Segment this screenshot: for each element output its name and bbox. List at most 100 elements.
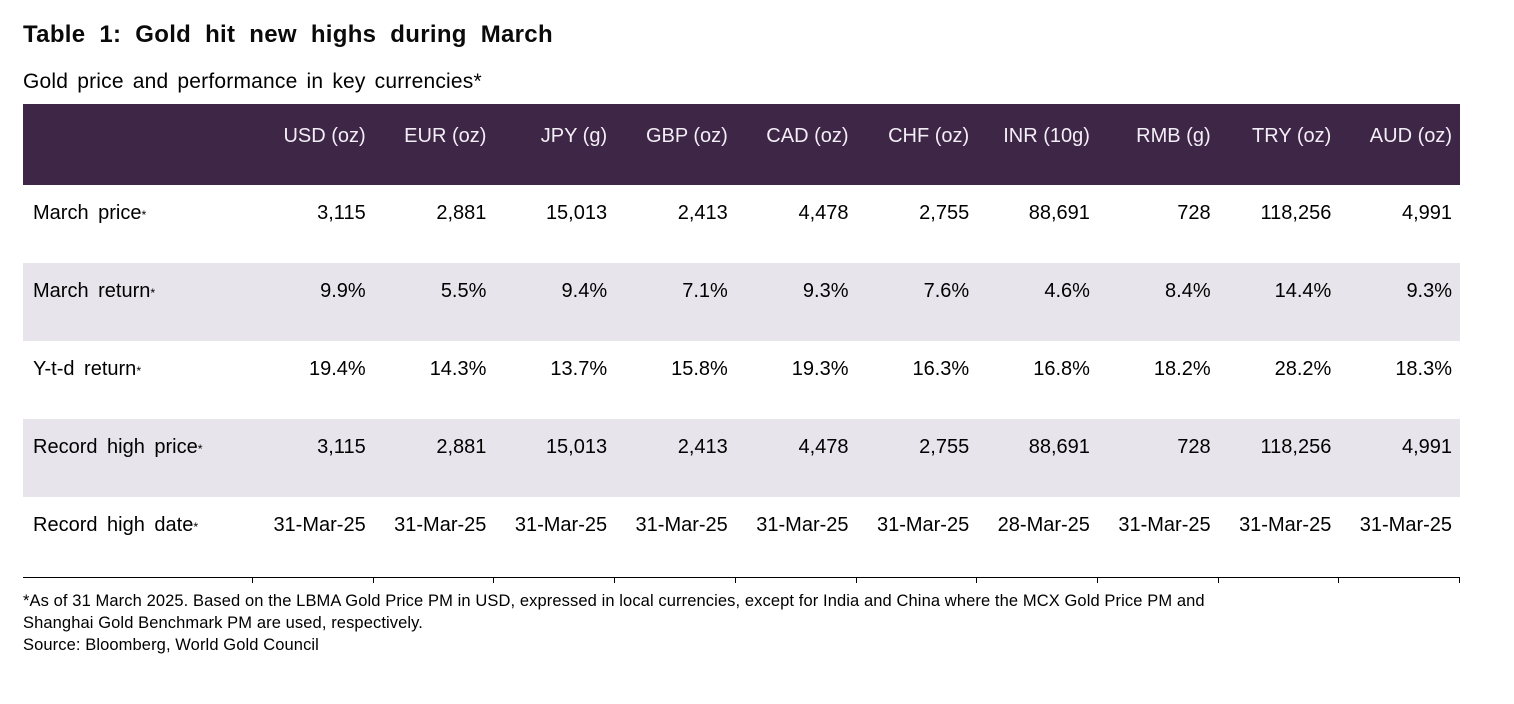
cell-value: 3,115 bbox=[317, 436, 366, 458]
tick-mark bbox=[976, 578, 978, 583]
cell-value: 19.4% bbox=[308, 358, 366, 380]
cell-value: 9.3% bbox=[1406, 280, 1453, 302]
row-label-text: March price bbox=[33, 202, 142, 224]
cell-value: 9.3% bbox=[802, 280, 849, 302]
cell-value: 2,413 bbox=[677, 202, 728, 224]
cell-value: 4.6% bbox=[1044, 280, 1090, 302]
cell-value: 31-Mar-25 bbox=[273, 514, 366, 536]
footnote-line: Shanghai Gold Benchmark PM are used, res… bbox=[23, 614, 423, 632]
cell-value: 118,256 bbox=[1260, 436, 1332, 458]
cell-value: 15,013 bbox=[545, 436, 608, 458]
tick-mark bbox=[1459, 578, 1460, 583]
footnote-marker: * bbox=[141, 208, 147, 222]
column-header: GBP (oz) bbox=[645, 125, 728, 147]
tick-mark bbox=[1096, 578, 1098, 583]
cell-value: 8.4% bbox=[1165, 280, 1211, 302]
cell-value: 3,115 bbox=[317, 202, 366, 224]
tick-mark bbox=[614, 578, 616, 583]
row-label-text: Record high date bbox=[33, 514, 194, 536]
tick-mark bbox=[252, 578, 253, 583]
column-header: USD (oz) bbox=[283, 125, 366, 147]
cell-value: 16.3% bbox=[912, 358, 970, 380]
cell-value: 14.4% bbox=[1274, 280, 1332, 302]
row-label: March price* bbox=[23, 185, 253, 263]
data-table: USD (oz) EUR (oz) JPY (g) GBP (oz) CAD (oz) C… bbox=[23, 104, 1460, 586]
column-header: TRY (oz) bbox=[1252, 125, 1332, 147]
table-row: Record high date* 31-Mar-25 31-Mar-25 31-Ma… bbox=[23, 497, 1460, 575]
cell-value: 31-Mar-25 bbox=[394, 514, 487, 536]
tick-mark bbox=[1217, 578, 1219, 583]
row-label: March return* bbox=[23, 263, 253, 341]
cell-value: 15,013 bbox=[545, 202, 608, 224]
column-header: CHF (oz) bbox=[888, 125, 970, 147]
cell-value: 2,755 bbox=[919, 202, 970, 224]
cell-value: 118,256 bbox=[1260, 202, 1332, 224]
table-row: Y-t-d return* 19.4% 14.3% 13.7% 15.8% 19.3% 16… bbox=[23, 341, 1460, 419]
column-header: RMB (g) bbox=[1136, 125, 1211, 147]
cell-value: 31-Mar-25 bbox=[514, 514, 608, 536]
axis-rule bbox=[23, 577, 1460, 586]
cell-value: 15.8% bbox=[671, 358, 728, 380]
tick-mark bbox=[734, 578, 736, 583]
column-header: AUD (oz) bbox=[1369, 125, 1453, 147]
table-row: Record high price* 3,115 2,881 15,013 2,413 4… bbox=[23, 419, 1460, 497]
column-header: CAD (oz) bbox=[766, 125, 849, 147]
cell-value: 28.2% bbox=[1274, 358, 1332, 380]
table-row: March price* 3,115 2,881 15,013 2,413 4,478 2,… bbox=[23, 185, 1460, 263]
tick-mark bbox=[1338, 578, 1340, 583]
cell-value: 5.5% bbox=[440, 280, 487, 302]
cell-value: 2,881 bbox=[436, 202, 487, 224]
cell-value: 9.4% bbox=[561, 280, 608, 302]
row-label: Record high date* bbox=[23, 497, 253, 575]
table-body: March price* 3,115 2,881 15,013 2,413 4,478 2,… bbox=[23, 185, 1460, 575]
page-title: Table 1: Gold hit new highs during March bbox=[23, 21, 553, 48]
row-label: Y-t-d return* bbox=[23, 341, 253, 419]
cell-value: 9.9% bbox=[320, 280, 366, 302]
tick-mark bbox=[372, 578, 374, 583]
cell-value: 4,478 bbox=[798, 436, 849, 458]
footnote-marker: * bbox=[136, 364, 142, 378]
cell-value: 2,413 bbox=[677, 436, 728, 458]
cell-value: 18.2% bbox=[1153, 358, 1211, 380]
cell-value: 13.7% bbox=[550, 358, 608, 380]
footnote-marker: * bbox=[193, 520, 199, 534]
row-label-text: March return bbox=[33, 280, 151, 302]
row-label-text: Record high price bbox=[33, 436, 198, 458]
cell-value: 4,991 bbox=[1401, 436, 1453, 458]
cell-value: 88,691 bbox=[1028, 202, 1090, 224]
source-line: Source: Bloomberg, World Gold Council bbox=[23, 636, 319, 654]
cell-value: 7.1% bbox=[682, 280, 728, 302]
cell-value: 728 bbox=[1177, 436, 1211, 458]
cell-value: 14.3% bbox=[429, 358, 487, 380]
cell-value: 18.3% bbox=[1395, 358, 1453, 380]
table-header-row: USD (oz) EUR (oz) JPY (g) GBP (oz) CAD (oz) C… bbox=[23, 104, 1460, 185]
tick-mark bbox=[855, 578, 857, 583]
table-subtitle: Gold price and performance in key curren… bbox=[23, 70, 482, 93]
row-label-text: Y-t-d return bbox=[33, 358, 137, 380]
cell-value: 7.6% bbox=[923, 280, 970, 302]
cell-value: 16.8% bbox=[1033, 358, 1090, 380]
cell-value: 31-Mar-25 bbox=[1118, 514, 1211, 536]
table-row: March return* 9.9% 5.5% 9.4% 7.1% 9.3% 7.6% 4.6… bbox=[23, 263, 1460, 341]
cell-value: 2,755 bbox=[919, 436, 970, 458]
column-header: INR (10g) bbox=[1003, 125, 1090, 147]
cell-value: 28-Mar-25 bbox=[997, 514, 1090, 536]
footnote-marker: * bbox=[150, 286, 156, 300]
cell-value: 88,691 bbox=[1028, 436, 1090, 458]
cell-value: 31-Mar-25 bbox=[635, 514, 728, 536]
column-header: EUR (oz) bbox=[404, 125, 487, 147]
row-label-header bbox=[23, 104, 253, 185]
footnote-line: *As of 31 March 2025. Based on the LBMA … bbox=[23, 592, 1205, 610]
row-label: Record high price* bbox=[23, 419, 253, 497]
cell-value: 31-Mar-25 bbox=[756, 514, 849, 536]
cell-value: 19.3% bbox=[791, 358, 849, 380]
cell-value: 728 bbox=[1177, 202, 1211, 224]
column-header: JPY (g) bbox=[540, 125, 608, 147]
cell-value: 31-Mar-25 bbox=[1239, 514, 1332, 536]
cell-value: 4,991 bbox=[1401, 202, 1453, 224]
tick-mark bbox=[493, 578, 495, 583]
cell-value: 2,881 bbox=[436, 436, 487, 458]
cell-value: 31-Mar-25 bbox=[876, 514, 970, 536]
footnote-marker: * bbox=[197, 442, 203, 456]
